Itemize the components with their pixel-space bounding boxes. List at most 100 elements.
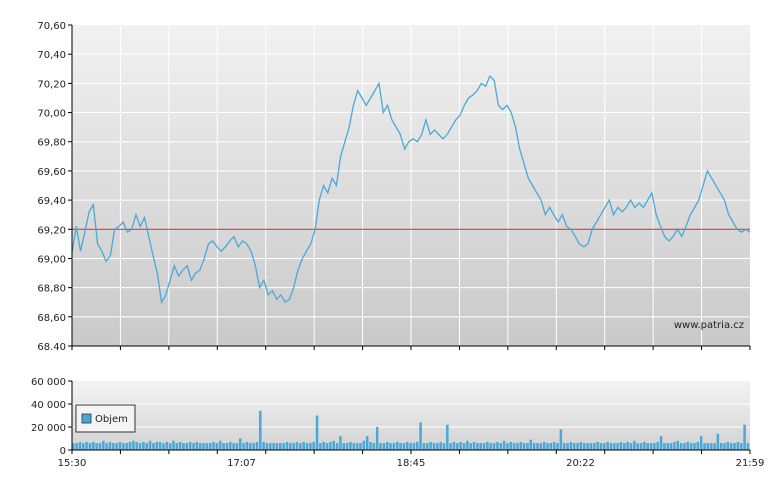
volume-bar: [195, 441, 199, 450]
volume-bar: [239, 438, 242, 450]
legend-swatch: [81, 413, 92, 424]
volume-bar: [78, 441, 82, 450]
volume-plot-background: [72, 381, 750, 450]
price-y-tick-label: 69,80: [37, 138, 66, 149]
volume-bar: [182, 443, 185, 450]
volume-panel: 0 20 000 40 000 60 000 15:30 17:07 18:45 20:22 2…: [31, 377, 764, 469]
volume-bar: [469, 443, 472, 450]
volume-bar: [75, 443, 78, 450]
volume-bar: [623, 443, 626, 450]
volume-bar: [426, 443, 429, 450]
volume-bar: [279, 443, 282, 450]
volume-bar: [302, 441, 305, 450]
volume-bar: [85, 441, 88, 450]
volume-bar: [359, 443, 362, 450]
volume-bar: [572, 443, 576, 450]
volume-bar: [262, 441, 265, 450]
volume-bar: [609, 443, 613, 450]
volume-bar: [259, 410, 262, 450]
volume-bar: [522, 443, 526, 450]
volume-bar: [285, 441, 289, 450]
volume-bar: [653, 443, 656, 450]
volume-bar: [586, 443, 589, 450]
volume-bar: [322, 441, 325, 450]
volume-bar: [335, 443, 339, 450]
volume-bar: [98, 443, 102, 450]
volume-bar: [703, 443, 706, 450]
price-y-tick-label: 70,20: [37, 79, 66, 90]
volume-bar: [726, 441, 730, 450]
volume-bar: [616, 443, 619, 450]
x-tick-label: 15:30: [58, 458, 87, 469]
price-y-tick-label: 69,00: [37, 254, 66, 265]
volume-y-tick-label: 0: [60, 446, 66, 457]
volume-bar: [663, 443, 666, 450]
volume-bar: [649, 443, 653, 450]
volume-bar: [222, 443, 225, 450]
volume-bar: [699, 436, 703, 450]
volume-bar: [355, 443, 359, 450]
volume-bar: [332, 440, 336, 450]
price-y-tick-label: 68,80: [37, 284, 66, 295]
volume-bar: [693, 443, 696, 450]
volume-bar: [716, 433, 720, 450]
volume-bar: [476, 443, 479, 450]
volume-bar: [452, 441, 456, 450]
volume-bar: [559, 429, 563, 450]
volume-bar: [135, 441, 138, 450]
legend-label: Objem: [95, 414, 128, 425]
volume-bar: [329, 441, 332, 450]
volume-bar: [122, 443, 125, 450]
volume-bar: [643, 441, 646, 450]
volume-bar: [472, 441, 476, 450]
volume-bar: [128, 441, 132, 450]
volume-bar: [365, 436, 369, 450]
volume-bar: [459, 441, 462, 450]
volume-bar: [456, 443, 459, 450]
volume-bar: [583, 443, 586, 450]
volume-bar: [479, 443, 482, 450]
volume-bar: [526, 443, 529, 450]
volume-bar: [319, 443, 322, 450]
volume-bar: [739, 443, 743, 450]
volume-bar: [429, 441, 432, 450]
price-y-tick-label: 68,60: [37, 313, 66, 324]
volume-bar: [345, 443, 349, 450]
price-y-tick-label: 69,60: [37, 167, 66, 178]
volume-bar: [462, 443, 466, 450]
volume-bar: [673, 441, 676, 450]
volume-bar: [218, 440, 222, 450]
volume-bar: [292, 443, 295, 450]
volume-bar: [92, 441, 95, 450]
volume-bar: [549, 443, 553, 450]
volume-bar: [746, 443, 750, 450]
volume-bar: [696, 441, 700, 450]
volume-bar: [299, 443, 302, 450]
volume-bar: [743, 424, 746, 450]
volume-bar: [142, 441, 145, 450]
price-y-tick-label: 70,00: [37, 109, 66, 120]
x-tick-label: 17:07: [227, 458, 256, 469]
volume-bar: [416, 441, 419, 450]
volume-bar: [88, 443, 92, 450]
volume-bar: [212, 441, 215, 450]
volume-bar: [82, 443, 85, 450]
volume-bar: [235, 443, 239, 450]
price-y-tick-label: 69,40: [37, 196, 66, 207]
volume-bar: [646, 443, 649, 450]
volume-bar: [349, 441, 352, 450]
volume-bar: [683, 443, 686, 450]
volume-bar: [676, 440, 680, 450]
volume-bar: [546, 443, 549, 450]
volume-bar: [736, 441, 740, 450]
volume-y-tick-label: 60 000: [31, 377, 66, 388]
volume-bar: [629, 443, 633, 450]
volume-bar: [95, 443, 98, 450]
volume-bar: [489, 443, 492, 450]
volume-bar: [315, 415, 319, 450]
volume-bar: [636, 443, 639, 450]
volume-bar: [723, 443, 726, 450]
volume-bar: [372, 443, 376, 450]
volume-bar: [208, 443, 212, 450]
